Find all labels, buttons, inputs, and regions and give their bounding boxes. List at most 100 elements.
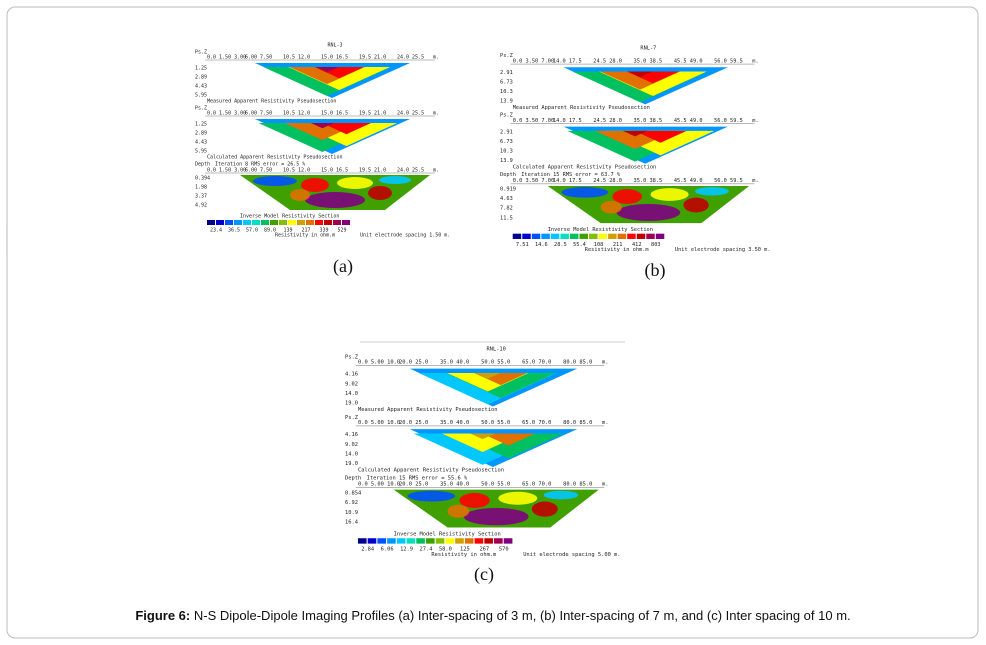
pseudosection-band xyxy=(634,130,687,143)
colorbar-value: 36.5 xyxy=(228,228,240,234)
pseudosection-band xyxy=(310,123,334,129)
section-title: Inverse Model Resistivity Section xyxy=(394,531,501,537)
depth-label: 1.25 xyxy=(195,66,207,72)
x-tick-label: 80.0 85.0 xyxy=(563,482,592,488)
x-tick-label: 56.0 59.5 xyxy=(714,178,743,184)
x-tick-label: 10.5 12.0 xyxy=(283,111,310,117)
depth-label: 6.73 xyxy=(500,80,513,86)
x-tick-label: 24.5 28.0 xyxy=(593,58,622,64)
colorbar-value: 89.0 xyxy=(264,228,276,234)
depth-label: 13.9 xyxy=(500,99,513,105)
depth-label: 2.91 xyxy=(500,129,513,135)
depth-label: 9.02 xyxy=(345,442,358,448)
depth-label: 13.9 xyxy=(500,158,513,164)
section-title: Measured Apparent Resistivity Pseudosect… xyxy=(513,105,650,111)
colorbar-swatch xyxy=(484,538,493,544)
colorbar-value: 55.4 xyxy=(573,242,586,248)
colorbar-swatch xyxy=(569,233,579,239)
depth-label: 4.43 xyxy=(195,84,207,90)
inverse-blob xyxy=(543,490,579,500)
inverse-blob xyxy=(616,203,681,221)
colorbar-value: 211 xyxy=(613,242,623,248)
x-tick-label: 0.0 3.50 7.00 xyxy=(513,58,554,64)
electrode-spacing: Unit electrode spacing 1.50 m. xyxy=(360,233,450,239)
x-unit: m. xyxy=(752,118,758,124)
colorbar-swatch xyxy=(396,538,406,544)
depth-heading: Depth xyxy=(500,172,516,178)
inverse-blob xyxy=(498,491,538,505)
colorbar-swatch xyxy=(512,233,522,239)
x-tick-label: 65.0 70.0 xyxy=(522,420,551,426)
colorbar-swatch xyxy=(550,233,560,239)
inverse-blob xyxy=(463,508,529,526)
inverse-blob xyxy=(305,192,365,208)
panel-label: (c) xyxy=(474,564,494,585)
colorbar-value: 108 xyxy=(594,242,604,248)
colorbar-value: 217 xyxy=(301,228,310,234)
x-tick-label: 0.0 3.50 7.00 xyxy=(513,178,554,184)
depth-label: 9.02 xyxy=(345,381,358,387)
panel: RNL-3Ps.Z0.0 1.50 3.006.00 7.50 10.5 12.0… xyxy=(195,43,450,239)
depth-label: 14.0 xyxy=(345,391,358,397)
colorbar-value: 529 xyxy=(337,228,346,234)
depth-label: 2.89 xyxy=(195,131,207,137)
colorbar-swatch xyxy=(342,220,350,225)
depth-label: 4.43 xyxy=(195,140,207,146)
colorbar-swatch xyxy=(288,220,296,225)
colorbar-value: 2.84 xyxy=(361,547,374,553)
colorbar-swatch xyxy=(297,220,305,225)
inverse-blob xyxy=(253,176,297,186)
depth-label: 5.95 xyxy=(195,93,207,99)
colorbar-swatch xyxy=(315,220,323,225)
depth-label: 4.63 xyxy=(500,196,513,202)
colorbar-swatch xyxy=(646,233,655,239)
depth-label: 1.98 xyxy=(195,185,207,191)
x-unit: m. xyxy=(752,58,758,64)
colorbar-swatch xyxy=(445,538,455,544)
x-tick-label: 0.0 3.50 7.00 xyxy=(513,118,554,124)
x-tick-label: 20.0 25.0 xyxy=(399,360,428,366)
section-title: Measured Apparent Resistivity Pseudosect… xyxy=(207,99,336,105)
x-tick-label: 45.5 49.0 xyxy=(674,118,703,124)
x-tick-label: 50.0 55.0 xyxy=(481,360,510,366)
panel-label: (a) xyxy=(333,256,353,277)
caption-label: Figure 6: xyxy=(135,608,190,623)
x-tick-label: 0.0 1.50 3.00 xyxy=(207,55,246,61)
section-title: Calculated Apparent Resistivity Pseudose… xyxy=(207,155,342,161)
colorbar-swatch xyxy=(324,220,332,225)
depth-label: 19.0 xyxy=(345,461,358,467)
pseudosection-band xyxy=(627,71,653,78)
colorbar-swatch xyxy=(541,233,550,239)
depth-label: 3.37 xyxy=(195,194,207,200)
x-tick-label: 15.0 16.5 xyxy=(321,111,348,117)
x-tick-label: 0.0 1.50 3.00 xyxy=(207,111,246,117)
colorbar-swatch xyxy=(357,538,367,544)
x-unit: m. xyxy=(752,178,758,184)
inverse-blob xyxy=(301,178,329,192)
inverse-blob xyxy=(379,176,411,184)
colorbar-swatch xyxy=(367,538,377,544)
electrode-spacing: Unit electrode spacing 5.00 m. xyxy=(523,552,620,558)
depth-heading: Depth xyxy=(345,475,361,481)
colorbar-swatch xyxy=(494,538,503,544)
colorbar-value: 125 xyxy=(460,547,470,553)
section-title: Inverse Model Resistivity Section xyxy=(548,227,653,233)
inverse-blob xyxy=(459,492,490,508)
pseudosection-band xyxy=(470,433,496,440)
colorbar-swatch xyxy=(234,220,242,225)
x-tick-label: 56.0 59.5 xyxy=(714,118,743,124)
x-tick-label: 14.0 17.5 xyxy=(553,58,582,64)
x-tick-label: 45.5 49.0 xyxy=(674,178,703,184)
colorbar-swatch xyxy=(474,538,484,544)
x-tick-label: 24.0 25.5 xyxy=(397,55,424,61)
axis-label: Ps.Z xyxy=(195,106,207,112)
x-tick-label: 19.5 21.0 xyxy=(359,168,386,174)
caption-text: N-S Dipole-Dipole Imaging Profiles (a) I… xyxy=(194,608,851,623)
x-tick-label: 35.0 40.0 xyxy=(440,420,469,426)
x-tick-label: 10.5 12.0 xyxy=(283,55,310,61)
iteration: Iteration 15 RMS error = 55.6 % xyxy=(367,475,468,481)
colorbar-value: 7.51 xyxy=(516,242,529,248)
